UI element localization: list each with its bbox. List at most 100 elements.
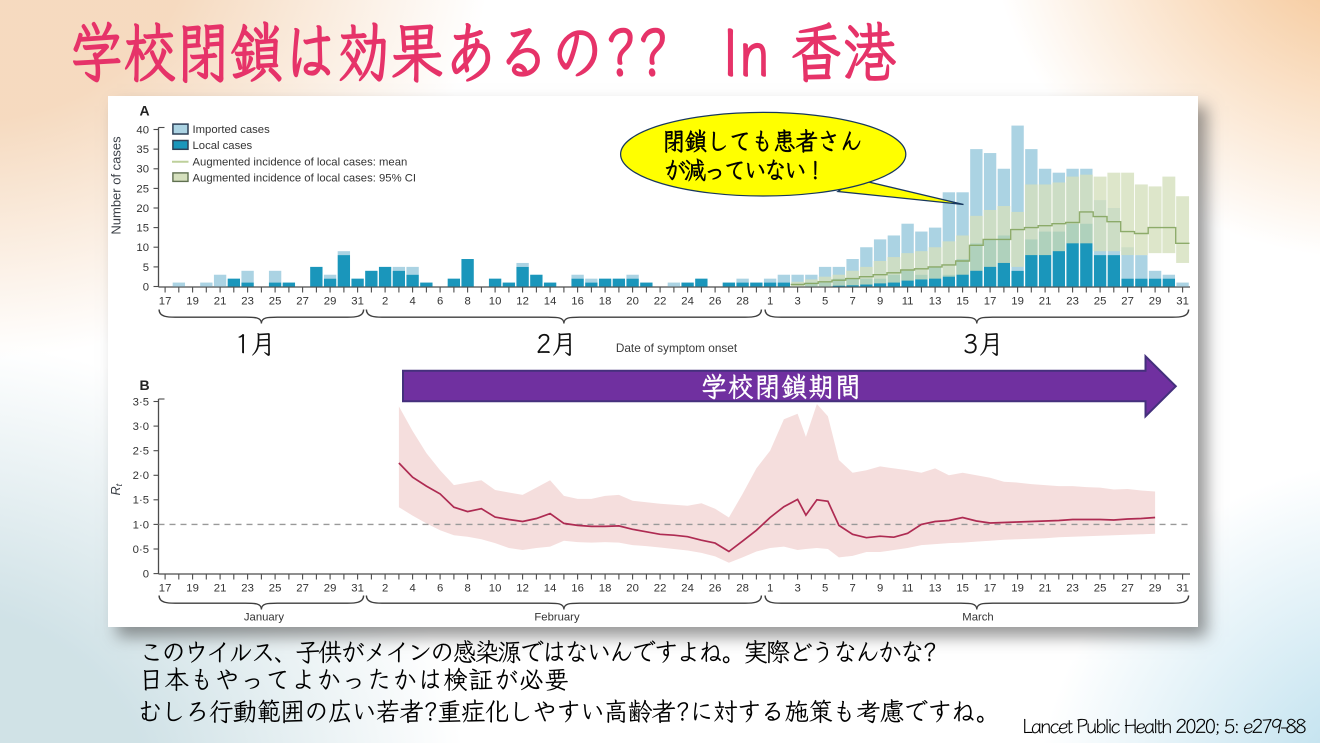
- svg-text:Augmented incidence of local c: Augmented incidence of local cases: 95% …: [193, 173, 417, 185]
- svg-text:A: A: [140, 103, 150, 119]
- svg-text:1: 1: [767, 296, 773, 308]
- svg-text:January: January: [244, 612, 285, 624]
- svg-text:19: 19: [186, 583, 199, 595]
- svg-text:7: 7: [849, 583, 855, 595]
- svg-text:15: 15: [956, 296, 969, 308]
- svg-text:35: 35: [136, 144, 149, 156]
- svg-text:March: March: [962, 612, 993, 624]
- svg-text:21: 21: [1039, 296, 1052, 308]
- svg-text:10: 10: [489, 296, 502, 308]
- svg-text:1·5: 1·5: [133, 495, 149, 507]
- svg-text:31: 31: [351, 296, 364, 308]
- svg-text:29: 29: [1149, 296, 1162, 308]
- svg-text:19: 19: [186, 296, 199, 308]
- svg-text:February: February: [534, 612, 580, 624]
- svg-text:27: 27: [1121, 296, 1134, 308]
- svg-text:14: 14: [544, 296, 557, 308]
- svg-text:17: 17: [984, 296, 997, 308]
- svg-text:5: 5: [822, 583, 828, 595]
- svg-text:27: 27: [296, 583, 309, 595]
- svg-text:Rt: Rt: [109, 483, 124, 495]
- svg-text:19: 19: [1011, 296, 1024, 308]
- svg-text:29: 29: [324, 583, 337, 595]
- svg-text:13: 13: [929, 296, 942, 308]
- svg-text:9: 9: [877, 583, 883, 595]
- svg-text:25: 25: [136, 183, 149, 195]
- svg-text:23: 23: [1066, 583, 1079, 595]
- svg-text:0·5: 0·5: [133, 544, 149, 556]
- svg-text:21: 21: [214, 583, 227, 595]
- svg-text:3·0: 3·0: [133, 421, 149, 433]
- svg-text:40: 40: [136, 124, 149, 136]
- svg-text:20: 20: [136, 203, 149, 215]
- svg-text:8: 8: [464, 296, 470, 308]
- svg-text:24: 24: [681, 296, 694, 308]
- svg-text:1·0: 1·0: [133, 519, 149, 531]
- svg-text:6: 6: [437, 583, 443, 595]
- svg-text:Local cases: Local cases: [193, 140, 253, 152]
- svg-text:21: 21: [1039, 583, 1052, 595]
- svg-text:3: 3: [794, 583, 800, 595]
- svg-text:25: 25: [1094, 583, 1107, 595]
- svg-text:26: 26: [709, 583, 722, 595]
- svg-text:25: 25: [269, 583, 282, 595]
- svg-text:0: 0: [143, 569, 149, 581]
- svg-text:23: 23: [241, 296, 254, 308]
- svg-text:20: 20: [626, 583, 639, 595]
- svg-text:Number of cases: Number of cases: [109, 136, 124, 235]
- svg-text:Imported cases: Imported cases: [193, 124, 271, 136]
- svg-text:10: 10: [489, 583, 502, 595]
- svg-text:29: 29: [1149, 583, 1162, 595]
- svg-text:31: 31: [1176, 583, 1189, 595]
- svg-text:29: 29: [324, 296, 337, 308]
- svg-text:B: B: [140, 377, 150, 393]
- svg-text:2·0: 2·0: [133, 470, 149, 482]
- svg-text:3: 3: [794, 296, 800, 308]
- svg-text:19: 19: [1011, 583, 1024, 595]
- svg-text:18: 18: [599, 583, 612, 595]
- svg-text:Augmented incidence of local c: Augmented incidence of local cases: mean: [193, 157, 408, 169]
- svg-text:4: 4: [409, 296, 415, 308]
- svg-text:28: 28: [736, 583, 749, 595]
- svg-text:15: 15: [136, 223, 149, 235]
- svg-text:7: 7: [849, 296, 855, 308]
- svg-text:Date of symptom onset: Date of symptom onset: [616, 341, 738, 355]
- svg-text:23: 23: [241, 583, 254, 595]
- svg-text:11: 11: [902, 583, 914, 595]
- svg-text:4: 4: [409, 583, 415, 595]
- svg-text:0: 0: [143, 281, 149, 293]
- svg-text:12: 12: [516, 296, 529, 308]
- svg-text:26: 26: [709, 296, 722, 308]
- svg-text:22: 22: [654, 583, 667, 595]
- svg-text:18: 18: [599, 296, 612, 308]
- svg-text:11: 11: [902, 296, 914, 308]
- svg-text:9: 9: [877, 296, 883, 308]
- svg-text:16: 16: [571, 296, 584, 308]
- svg-text:17: 17: [159, 296, 172, 308]
- svg-text:2: 2: [382, 583, 388, 595]
- svg-text:17: 17: [159, 583, 172, 595]
- svg-text:30: 30: [136, 164, 149, 176]
- svg-text:27: 27: [296, 296, 309, 308]
- svg-text:5: 5: [822, 296, 828, 308]
- svg-text:23: 23: [1066, 296, 1079, 308]
- svg-text:2: 2: [382, 296, 388, 308]
- svg-text:31: 31: [351, 583, 364, 595]
- svg-text:28: 28: [736, 296, 749, 308]
- svg-text:2·5: 2·5: [133, 446, 149, 458]
- svg-text:25: 25: [269, 296, 282, 308]
- svg-text:8: 8: [464, 583, 470, 595]
- svg-text:20: 20: [626, 296, 639, 308]
- svg-text:22: 22: [654, 296, 667, 308]
- svg-text:3·5: 3·5: [133, 396, 149, 408]
- svg-text:13: 13: [929, 583, 942, 595]
- svg-text:31: 31: [1176, 296, 1189, 308]
- svg-text:1: 1: [767, 583, 773, 595]
- svg-text:5: 5: [143, 262, 149, 274]
- svg-text:15: 15: [956, 583, 969, 595]
- svg-text:24: 24: [681, 583, 694, 595]
- svg-text:16: 16: [571, 583, 584, 595]
- svg-text:10: 10: [136, 242, 149, 254]
- svg-text:12: 12: [516, 583, 529, 595]
- svg-text:14: 14: [544, 583, 557, 595]
